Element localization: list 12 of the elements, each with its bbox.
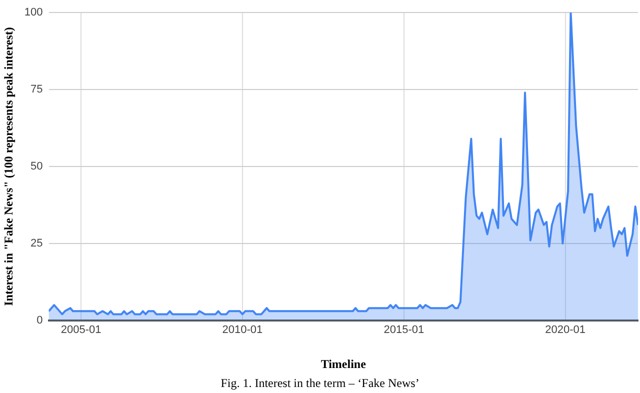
y-axis-title: Interest in "Fake News" (100 represents peak interest) [1, 27, 16, 306]
x-tick-label: 2010-01 [222, 324, 263, 336]
x-axis-title: Timeline [320, 356, 367, 371]
caption: Fig. 1. Interest in the term – ‘Fake News’ [220, 376, 420, 391]
y-tick-label: 100 [24, 6, 43, 19]
y-tick-label: 75 [30, 84, 43, 96]
y-tick-label: 25 [30, 237, 43, 250]
x-tick-label: 2005-01 [60, 324, 102, 336]
y-tick-label: 50 [30, 160, 43, 173]
x-tick-label: 2015-01 [384, 324, 424, 336]
x-tick-label: 2020-01 [545, 324, 586, 336]
y-tick-label: 0 [36, 314, 43, 326]
